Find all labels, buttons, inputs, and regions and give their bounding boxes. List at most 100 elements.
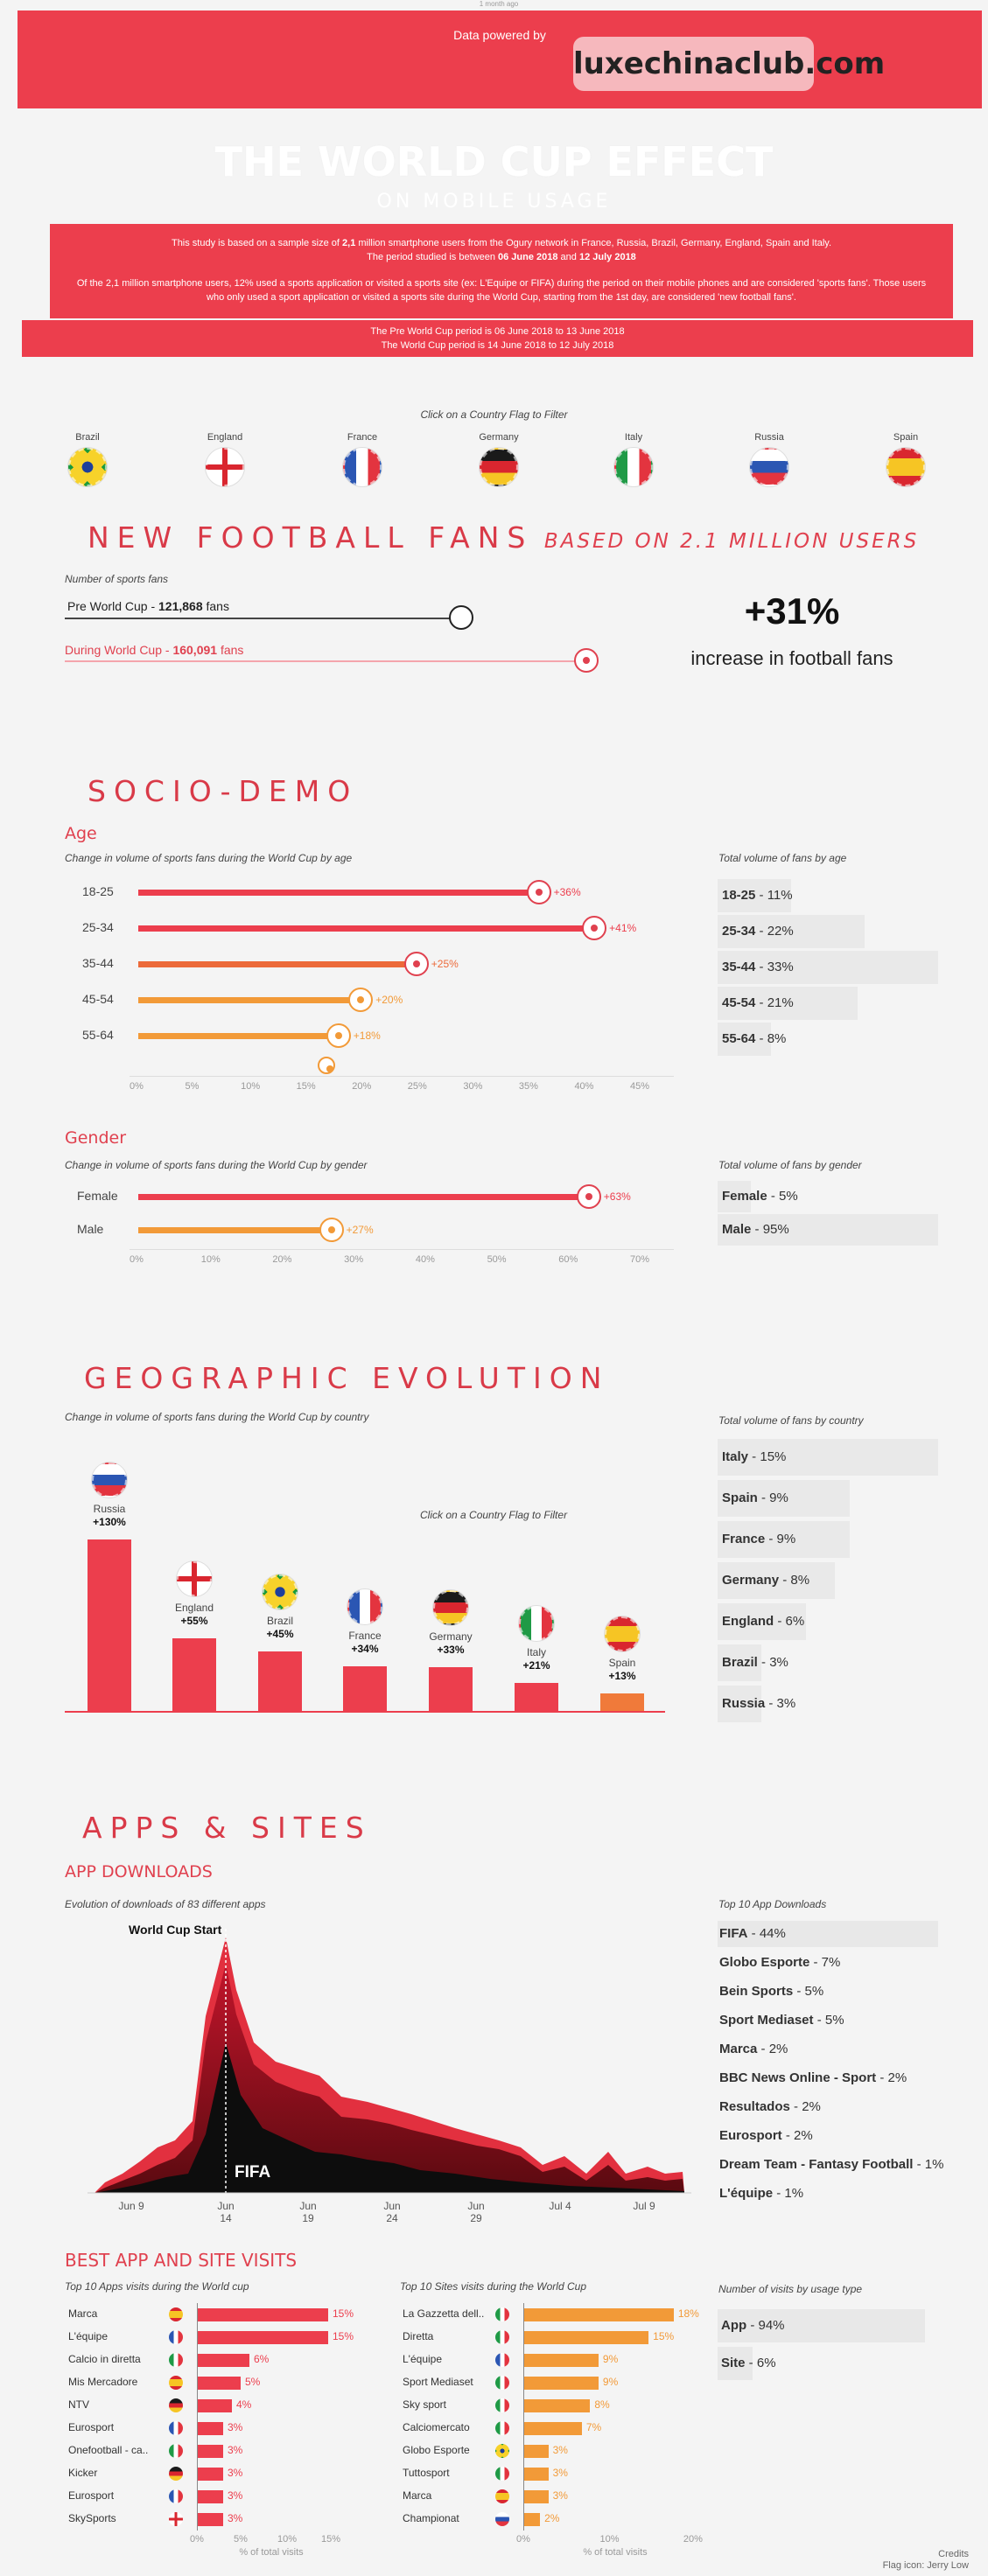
total-bar[interactable]	[718, 1023, 772, 1056]
total-bar[interactable]	[718, 1214, 938, 1246]
ball-marker-icon[interactable]	[319, 1218, 344, 1242]
brand-badge[interactable]: luxechinaclub.com	[573, 37, 885, 91]
total-bar[interactable]	[718, 1686, 762, 1722]
ball-marker-icon[interactable]	[326, 1023, 351, 1048]
country-bar[interactable]	[88, 1539, 131, 1711]
country-bar[interactable]	[429, 1667, 473, 1711]
ball-marker-icon[interactable]	[403, 952, 429, 976]
big-pct-caption: increase in football fans	[690, 647, 893, 669]
country-bar[interactable]	[258, 1651, 302, 1711]
flag-it-icon	[495, 2467, 509, 2481]
x-tick-label: 0%	[130, 1081, 144, 1092]
download-list-item[interactable]: L'équipe - 1%	[719, 2186, 804, 2201]
change-bar[interactable]	[138, 1194, 589, 1200]
age-caption: Change in volume of sports fans during t…	[65, 852, 353, 864]
visit-bar[interactable]	[523, 2445, 549, 2458]
flag-germany-icon[interactable]	[433, 1590, 468, 1626]
visit-bar[interactable]	[197, 2445, 223, 2458]
total-bar[interactable]	[718, 1603, 806, 1640]
flag-russia-icon[interactable]	[92, 1463, 127, 1497]
ball-marker-icon[interactable]	[526, 880, 551, 904]
change-bar[interactable]	[138, 961, 417, 967]
visit-bar[interactable]	[523, 2399, 591, 2412]
visit-bar[interactable]	[523, 2377, 599, 2390]
change-bar[interactable]	[138, 1033, 339, 1039]
country-name: Spain	[608, 1657, 636, 1670]
flag-england-icon[interactable]	[177, 1561, 212, 1597]
visit-bar[interactable]	[197, 2513, 223, 2526]
total-bar[interactable]	[718, 1521, 851, 1558]
flag-brazil-icon[interactable]	[68, 448, 107, 486]
ball-marker-icon[interactable]	[576, 1184, 601, 1209]
country-bar[interactable]	[515, 1683, 558, 1711]
change-pct-label: +41%	[609, 922, 637, 934]
during-fans-ball[interactable]	[574, 648, 599, 673]
visit-bar[interactable]	[197, 2331, 328, 2344]
country-bar[interactable]	[172, 1638, 216, 1711]
flag-france-icon[interactable]	[343, 448, 382, 486]
visit-bar[interactable]	[197, 2468, 223, 2481]
visit-bar[interactable]	[523, 2308, 674, 2321]
flag-spain-icon[interactable]	[886, 448, 925, 486]
flag-spain-icon[interactable]	[605, 1616, 640, 1652]
usage-bar[interactable]	[718, 2347, 753, 2380]
change-bar[interactable]	[138, 925, 595, 932]
total-bar[interactable]	[718, 1480, 851, 1517]
total-bar[interactable]	[718, 1644, 762, 1681]
total-bar[interactable]	[718, 879, 791, 912]
change-bar[interactable]	[138, 1227, 332, 1233]
usage-label: Site - 6%	[721, 2356, 776, 2370]
visit-bar[interactable]	[197, 2308, 328, 2321]
country-bar[interactable]	[343, 1665, 387, 1711]
visit-name: Kicker	[68, 2467, 98, 2479]
ball-marker-icon[interactable]	[348, 988, 374, 1012]
pre-fans-ball[interactable]	[449, 605, 473, 630]
download-list-item[interactable]: Resultados - 2%	[719, 2099, 821, 2114]
powered-banner: Data powered by luxechinaclub.com	[18, 10, 982, 108]
visit-pct: 15%	[653, 2330, 675, 2342]
flag-russia-icon[interactable]	[750, 448, 788, 486]
download-list-item[interactable]: Sport Mediaset - 5%	[719, 2013, 844, 2028]
total-bar[interactable]	[718, 915, 865, 948]
country-name: Italy	[526, 1646, 546, 1659]
flag-england-icon[interactable]	[206, 448, 244, 486]
country-bar[interactable]	[600, 1693, 644, 1711]
download-list-item[interactable]: BBC News Online - Sport - 2%	[719, 2070, 907, 2085]
flag-france-icon[interactable]	[347, 1588, 382, 1624]
visit-name: L'équipe	[403, 2353, 442, 2365]
flag-germany-icon[interactable]	[480, 448, 518, 486]
gender-title: Gender	[65, 1128, 127, 1148]
download-list-item[interactable]: Bein Sports - 5%	[719, 1984, 824, 1999]
change-bar[interactable]	[138, 890, 539, 896]
usage-bar[interactable]	[718, 2309, 925, 2342]
visit-bar[interactable]	[197, 2354, 249, 2367]
visit-bar[interactable]	[197, 2377, 241, 2390]
visit-bar[interactable]	[523, 2513, 541, 2526]
change-bar[interactable]	[138, 997, 361, 1003]
download-bar[interactable]	[718, 1921, 938, 1947]
download-list-item[interactable]: Dream Team - Fantasy Football - 1%	[719, 2157, 944, 2172]
visit-bar[interactable]	[197, 2422, 223, 2435]
total-bar[interactable]	[718, 1181, 751, 1212]
total-bar[interactable]	[718, 1562, 836, 1599]
ball-marker-icon[interactable]	[582, 916, 607, 940]
download-list-item[interactable]: Eurosport - 2%	[719, 2128, 813, 2143]
visit-bar[interactable]	[523, 2422, 582, 2435]
total-bar[interactable]	[718, 951, 938, 984]
total-bar[interactable]	[718, 1439, 938, 1476]
visit-bar[interactable]	[523, 2490, 549, 2503]
fans-caption: Number of sports fans	[65, 573, 169, 585]
download-list-item[interactable]: Marca - 2%	[719, 2042, 788, 2056]
flag-italy-icon[interactable]	[614, 448, 653, 486]
visit-bar[interactable]	[523, 2354, 599, 2367]
visit-bar[interactable]	[197, 2399, 232, 2412]
flag-italy-icon[interactable]	[519, 1606, 554, 1642]
download-list-item[interactable]: FIFA - 44%	[719, 1926, 786, 1941]
visit-bar[interactable]	[523, 2331, 649, 2344]
total-bar[interactable]	[718, 987, 858, 1020]
visit-bar[interactable]	[523, 2468, 549, 2481]
flag-brazil-icon[interactable]	[263, 1574, 298, 1610]
download-list-item[interactable]: Globo Esporte - 7%	[719, 1955, 841, 1970]
flag-it-icon	[169, 2444, 183, 2458]
visit-bar[interactable]	[197, 2490, 223, 2503]
